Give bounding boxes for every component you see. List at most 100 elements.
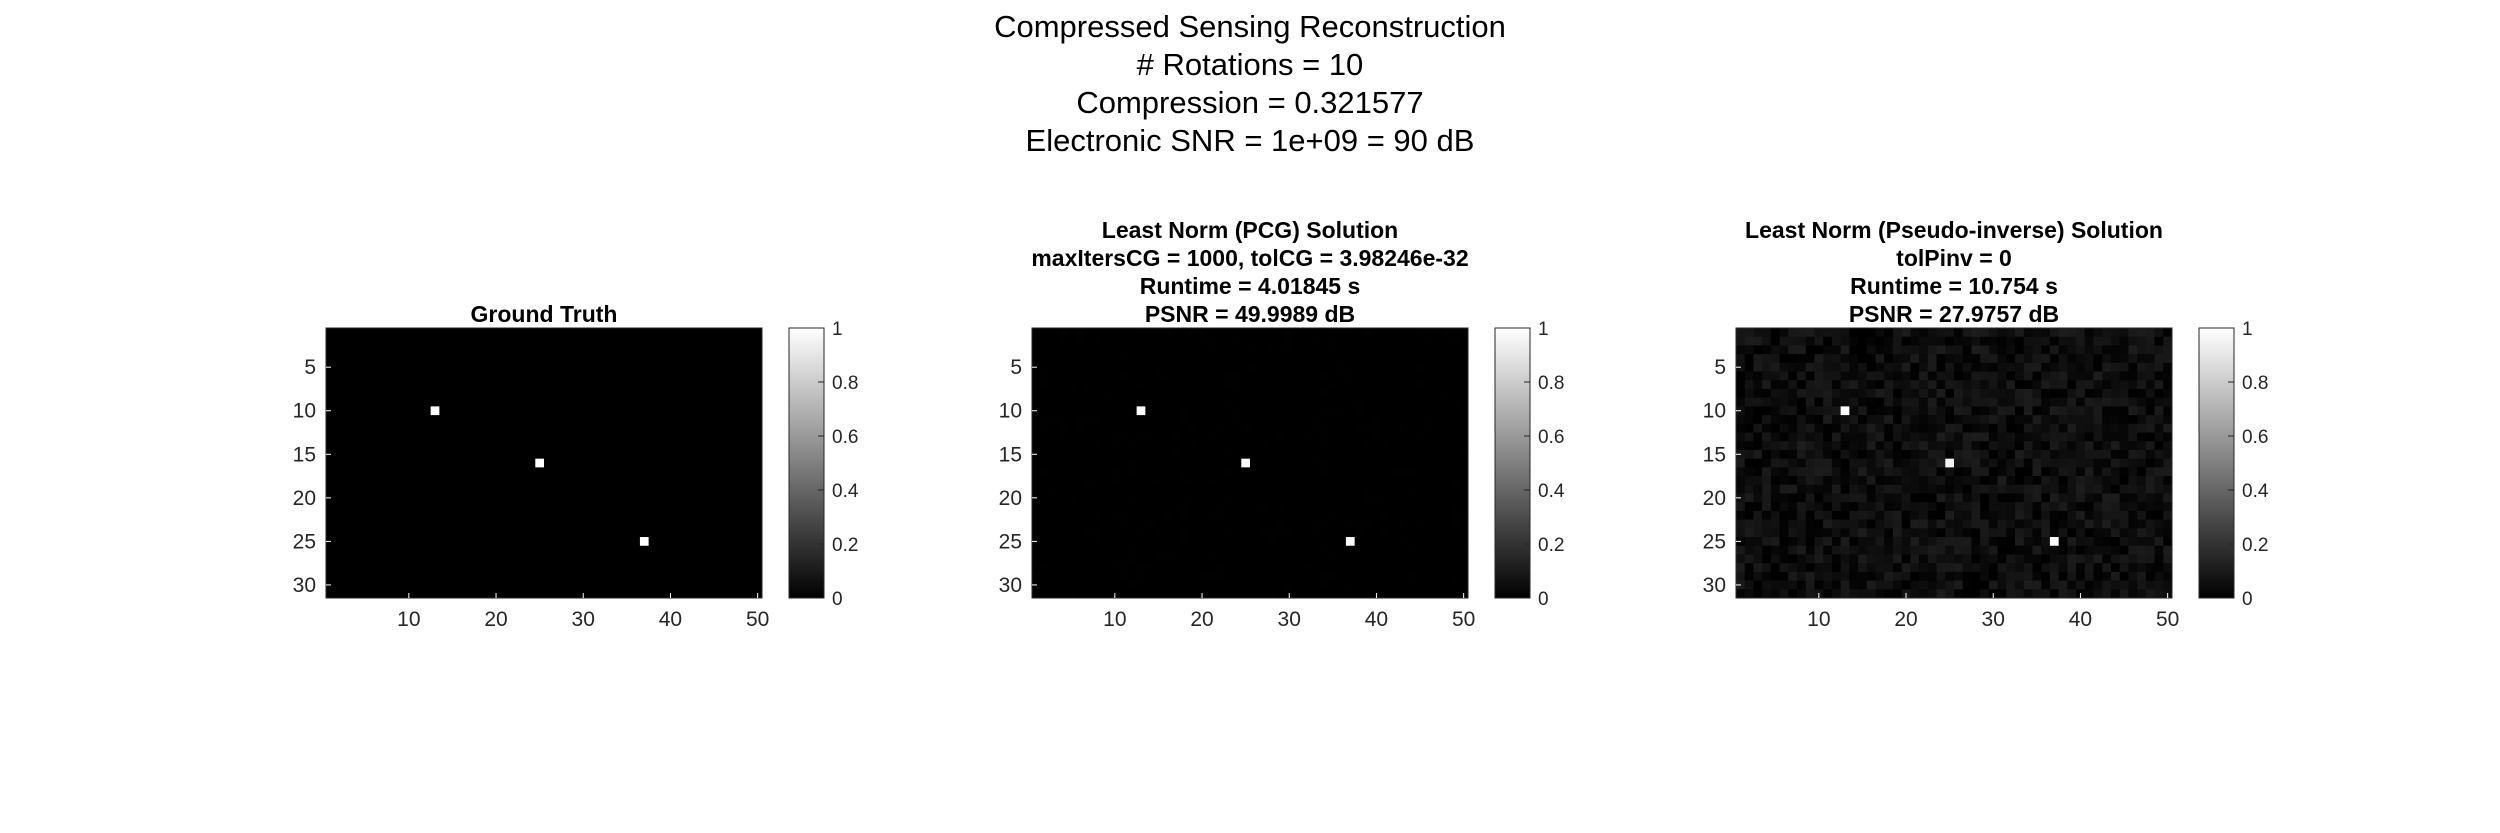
heatmap-cell bbox=[1389, 328, 1399, 338]
heatmap-cell bbox=[1058, 467, 1068, 477]
heatmap-cell bbox=[2119, 589, 2129, 599]
heatmap-cell bbox=[1241, 354, 1251, 364]
heatmap-cell bbox=[2076, 406, 2086, 416]
heatmap-cell bbox=[1805, 388, 1815, 398]
heatmap-cell bbox=[1206, 589, 1216, 599]
heatmap-cell bbox=[1284, 476, 1294, 486]
heatmap-cell bbox=[2145, 571, 2155, 581]
bright-pixel-3 bbox=[639, 537, 649, 546]
heatmap-cell bbox=[1354, 580, 1364, 590]
heatmap-cell bbox=[1884, 493, 1894, 503]
heatmap-cell bbox=[1250, 493, 1260, 503]
heatmap-cell bbox=[1328, 415, 1338, 425]
heatmap-cell bbox=[1866, 423, 1876, 433]
heatmap-cell bbox=[1823, 589, 1833, 599]
heatmap-cell bbox=[1302, 449, 1312, 459]
heatmap-cell bbox=[1398, 423, 1408, 433]
heatmap-cell bbox=[1936, 537, 1946, 547]
heatmap-cell bbox=[1293, 406, 1303, 416]
heatmap-cell bbox=[1910, 380, 1920, 390]
heatmap-cell bbox=[1936, 589, 1946, 599]
heatmap-cell bbox=[1406, 580, 1416, 590]
heatmap-cell bbox=[1284, 510, 1294, 520]
heatmap-cell bbox=[1380, 502, 1390, 512]
heatmap-cell bbox=[1311, 589, 1321, 599]
heatmap-cell bbox=[1744, 571, 1754, 581]
heatmap-cell bbox=[1892, 519, 1902, 529]
heatmap-cell bbox=[1962, 545, 1972, 555]
heatmap-cell bbox=[1363, 554, 1373, 564]
heatmap-cell bbox=[1788, 458, 1798, 468]
heatmap-cell bbox=[1753, 449, 1763, 459]
bright-pixel-3 bbox=[1345, 537, 1355, 546]
heatmap-cell bbox=[1171, 537, 1181, 547]
heatmap-cell bbox=[2154, 362, 2164, 372]
heatmap-cell bbox=[1136, 458, 1146, 468]
heatmap-cell bbox=[1936, 371, 1946, 381]
heatmap-cell bbox=[1389, 519, 1399, 529]
heatmap-cell bbox=[1188, 563, 1198, 573]
heatmap-cell bbox=[2058, 449, 2068, 459]
heatmap-cell bbox=[2032, 467, 2042, 477]
heatmap-cell bbox=[1424, 354, 1434, 364]
heatmap-cell bbox=[1354, 493, 1364, 503]
heatmap-cell bbox=[1433, 415, 1443, 425]
heatmap-cell bbox=[1223, 371, 1233, 381]
heatmap-cell bbox=[1450, 432, 1460, 442]
heatmap-cell bbox=[2041, 467, 2051, 477]
y-tick-label: 20 bbox=[293, 487, 316, 510]
heatmap-cell bbox=[1875, 545, 1885, 555]
heatmap-cell bbox=[1032, 432, 1042, 442]
y-tick-label: 20 bbox=[1703, 487, 1726, 510]
heatmap-cell bbox=[1328, 510, 1338, 520]
heatmap-cell bbox=[1805, 354, 1815, 364]
heatmap-cell bbox=[1093, 476, 1103, 486]
heatmap-cell bbox=[1293, 528, 1303, 538]
heatmap-cell bbox=[1032, 441, 1042, 451]
heatmap-cell bbox=[1119, 371, 1129, 381]
heatmap-cell bbox=[1363, 571, 1373, 581]
heatmap-cell bbox=[1049, 589, 1059, 599]
heatmap-cell bbox=[1127, 476, 1137, 486]
heatmap-cell bbox=[1797, 328, 1807, 338]
heatmap-cell bbox=[1424, 362, 1434, 372]
heatmap-cell bbox=[1980, 476, 1990, 486]
heatmap-cell bbox=[1293, 519, 1303, 529]
heatmap-cell bbox=[1223, 458, 1233, 468]
heatmap-cell bbox=[1910, 528, 1920, 538]
heatmap-cell bbox=[1805, 449, 1815, 459]
heatmap-cell bbox=[1040, 458, 1050, 468]
heatmap-cell bbox=[1049, 388, 1059, 398]
heatmap-cell bbox=[1136, 336, 1146, 346]
heatmap-cell bbox=[1223, 354, 1233, 364]
heatmap-cell bbox=[1927, 519, 1937, 529]
heatmap-cell bbox=[2137, 423, 2147, 433]
heatmap-cell bbox=[1206, 519, 1216, 529]
heatmap-cell bbox=[1980, 336, 1990, 346]
heatmap-cell bbox=[2006, 406, 2016, 416]
heatmap-cell bbox=[1154, 580, 1164, 590]
heatmap-cell bbox=[1858, 563, 1868, 573]
heatmap-cell bbox=[1380, 476, 1390, 486]
heatmap-cell bbox=[1250, 441, 1260, 451]
heatmap-cell bbox=[1980, 380, 1990, 390]
heatmap-cell bbox=[2137, 589, 2147, 599]
heatmap-cell bbox=[1363, 354, 1373, 364]
colorbar-tick-label: 0.2 bbox=[832, 535, 858, 556]
heatmap-cell bbox=[1866, 528, 1876, 538]
heatmap-cell bbox=[1936, 449, 1946, 459]
heatmap-cell bbox=[1823, 388, 1833, 398]
heatmap-cell bbox=[1250, 510, 1260, 520]
heatmap-cell bbox=[1762, 537, 1772, 547]
heatmap-cell bbox=[1345, 502, 1355, 512]
heatmap-cell bbox=[1945, 502, 1955, 512]
heatmap-cell bbox=[1232, 493, 1242, 503]
heatmap-cell bbox=[1206, 537, 1216, 547]
heatmap-cell bbox=[1919, 589, 1929, 599]
heatmap-cell bbox=[1171, 362, 1181, 372]
heatmap-cell bbox=[1058, 388, 1068, 398]
heatmap-cell bbox=[1188, 388, 1198, 398]
heatmap-cell bbox=[1066, 397, 1076, 407]
heatmap-cell bbox=[1971, 476, 1981, 486]
heatmap-cell bbox=[1093, 537, 1103, 547]
